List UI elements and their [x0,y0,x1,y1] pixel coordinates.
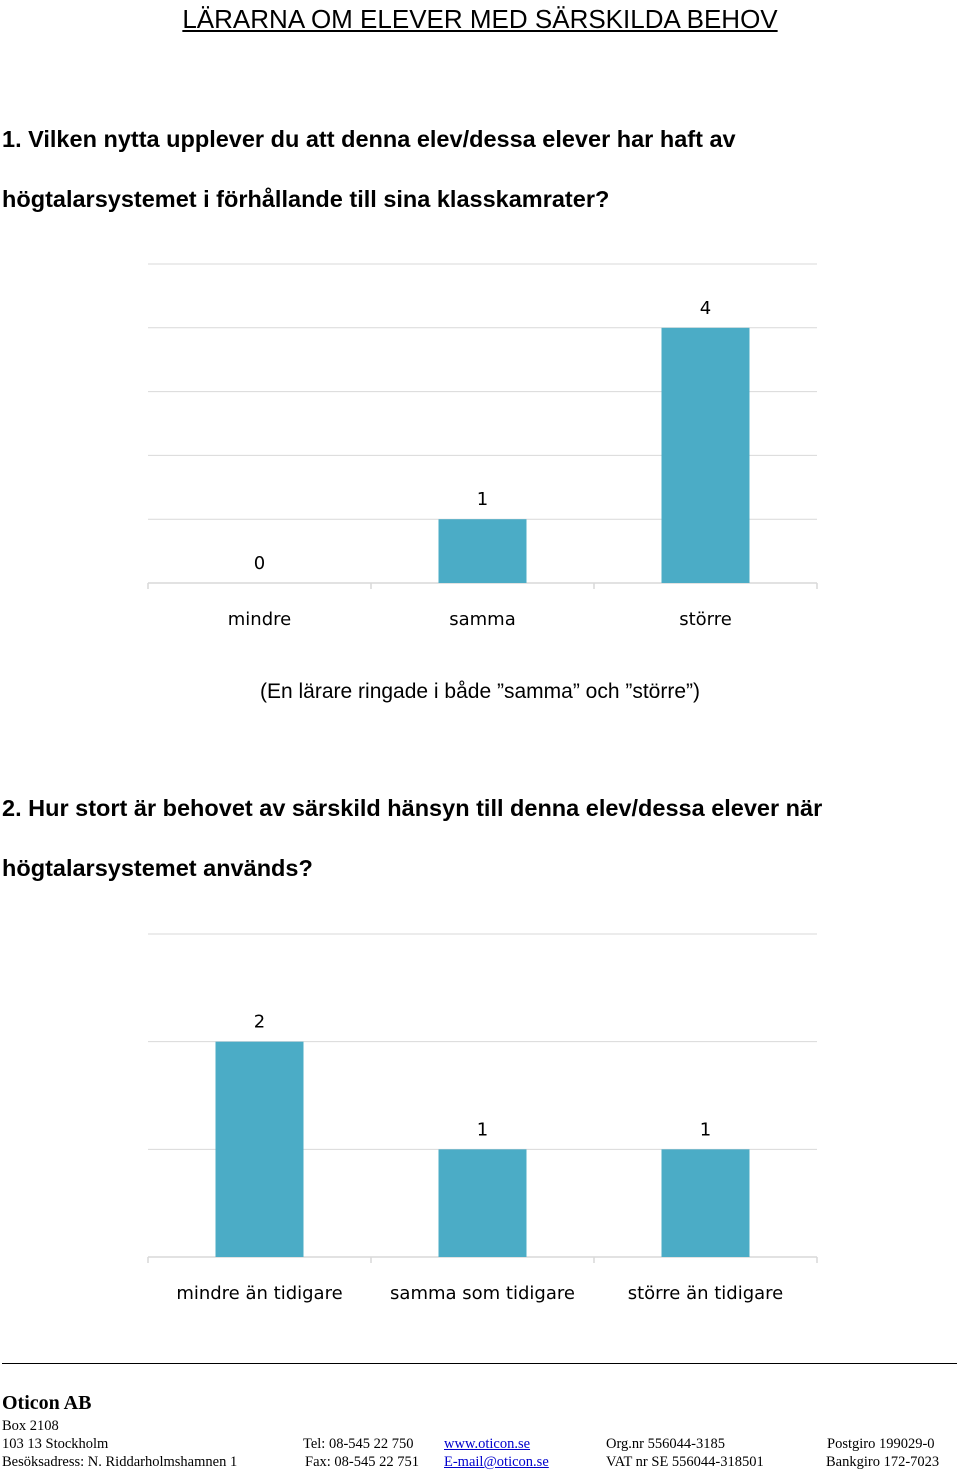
footer-visit-address: Besöksadress: N. Riddarholmshamnen 1 [2,1454,237,1471]
chart-2-data-label-1: 2 [254,1012,265,1033]
footer-city: 103 13 Stockholm [2,1436,108,1453]
chart-2-bar-1 [216,1042,304,1257]
question-1-line-1: 1. Vilken nytta upplever du att denna el… [2,126,736,153]
document-title: LÄRARNA OM ELEVER MED SÄRSKILDA BEHOV [0,4,960,35]
footer-tel: Tel: 08-545 22 750 [303,1436,414,1453]
footer-website-link[interactable]: www.oticon.se [444,1436,530,1453]
chart-2-category-label-3: större än tidigare [628,1283,784,1304]
question-2-line-1: 2. Hur stort är behovet av särskild häns… [2,795,822,822]
footer-bankgiro: Bankgiro 172-7023 [826,1454,939,1471]
chart-2-data-label-2: 1 [477,1119,488,1140]
footer-company: Oticon AB [2,1392,91,1415]
footer-vat: VAT nr SE 556044-318501 [606,1454,764,1471]
footer-org: Org.nr 556044-3185 [606,1436,725,1453]
chart-1-bar-3 [662,328,750,583]
chart-2-svg: 2 mindre än tidigare 1 samma som tidigare 1 s… [0,920,960,1320]
chart-1-category-label-1: mindre [228,609,291,630]
chart-1-data-label-2: 1 [477,489,488,510]
chart-1-category-label-2: samma [449,609,516,630]
chart-1-data-label-1: 0 [254,553,265,574]
chart-2-data-label-3: 1 [700,1119,711,1140]
question-1-line-2: högtalarsystemet i förhållande till sina… [2,186,609,213]
chart-1-bar-2 [439,519,527,583]
chart-2-category-label-1: mindre än tidigare [176,1283,342,1304]
chart-2-category-label-2: samma som tidigare [390,1283,575,1304]
chart-1-data-label-3: 4 [700,298,711,319]
chart-1-svg: 0 mindre 1 samma 4 större [0,250,960,645]
chart-2-bar-3 [662,1149,750,1257]
question-2-line-2: högtalarsystemet används? [2,855,313,882]
teacher-note: (En lärare ringade i både ”samma” och ”s… [0,680,960,704]
footer-divider [2,1363,957,1364]
footer-postgiro: Postgiro 199029-0 [827,1436,935,1453]
footer-email-link[interactable]: E-mail@oticon.se [444,1454,549,1471]
chart-question-1: 0 mindre 1 samma 4 större [0,250,960,645]
footer-fax: Fax: 08-545 22 751 [305,1454,419,1471]
chart-2-bar-2 [439,1149,527,1257]
footer-box: Box 2108 [2,1418,59,1435]
chart-1-category-label-3: större [679,609,732,630]
chart-question-2: 2 mindre än tidigare 1 samma som tidigare 1 s… [0,920,960,1320]
